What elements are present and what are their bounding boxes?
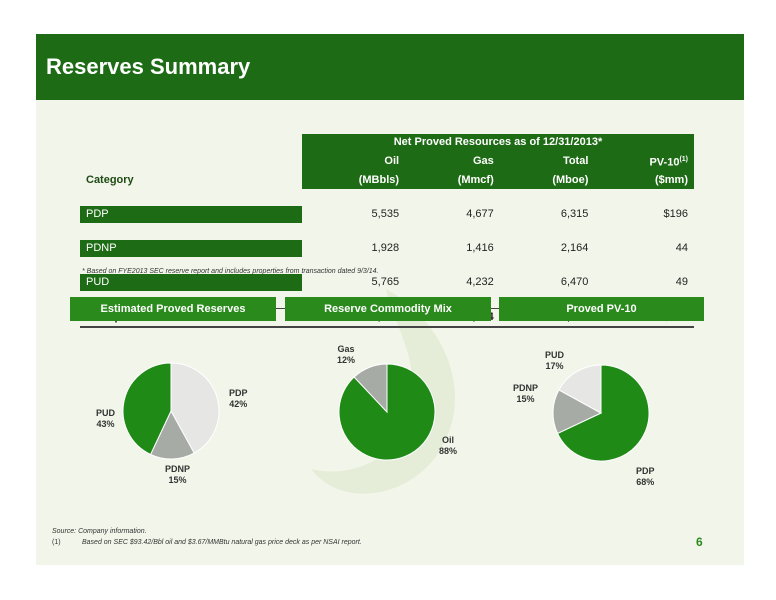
pie-label-pdp: PDP 42% xyxy=(229,388,248,409)
col-pv10-header: PV-10(1) xyxy=(594,151,694,172)
page-number: 6 xyxy=(696,535,703,549)
pie-label-gas: Gas 12% xyxy=(337,344,356,365)
pie-label-pdnp: PDNP 15% xyxy=(165,464,191,485)
col-total-header: Total xyxy=(499,151,595,172)
pie-slice-gas xyxy=(353,363,388,414)
pie-slice-pud xyxy=(558,364,602,414)
section-header-reserve-commodity-mix: Reserve Commodity Mix xyxy=(285,297,491,321)
pie-label-pdnp-pv10: PDNP 15% xyxy=(513,383,539,404)
col-gas-unit: (Mmcf) xyxy=(405,171,500,189)
pie-chart-reserve-commodity-mix xyxy=(338,363,436,461)
table-row: PDNP 1,928 1,416 2,164 44 xyxy=(80,239,694,257)
pie-label-pdp-pv10: PDP 68% xyxy=(636,466,655,487)
section-header-proved-pv10: Proved PV-10 xyxy=(499,297,704,321)
col-oil-unit: (MBbls) xyxy=(302,171,406,189)
table-row: PUD 5,765 4,232 6,470 49 xyxy=(80,273,694,291)
pie-chart-estimated-proved-reserves xyxy=(122,362,220,460)
col-oil-header: Oil xyxy=(302,151,406,172)
table-row: PDP 5,535 4,677 6,315 $196 xyxy=(80,205,694,223)
pie-label-oil: Oil 88% xyxy=(439,435,458,456)
title-bar: Reserves Summary xyxy=(36,34,744,100)
pie-label-pud: PUD 43% xyxy=(96,408,116,429)
page-title: Reserves Summary xyxy=(46,54,251,79)
col-gas-header: Gas xyxy=(405,151,500,172)
section-header-estimated-proved-reserves: Estimated Proved Reserves xyxy=(70,297,276,321)
table-group-header: Net Proved Resources as of 12/31/2013* xyxy=(302,134,694,151)
pie-slice-pdp xyxy=(556,364,650,462)
source-notes: Source: Company information. (1) Based on… xyxy=(52,526,362,548)
slide: Reserves Summary Net Proved Resources as… xyxy=(36,34,744,565)
pie-chart-proved-pv10 xyxy=(552,364,650,462)
pie-slice-pud xyxy=(122,362,172,456)
table-footnote: * Based on FYE2013 SEC reserve report an… xyxy=(82,268,379,275)
col-pv10-unit: ($mm) xyxy=(594,171,694,189)
pie-label-pud-pv10: PUD 17% xyxy=(545,350,565,371)
source-text: Source: Company information. xyxy=(52,528,147,535)
note-1: (1) Based on SEC $93.42/Bbl oil and $3.67… xyxy=(52,539,362,546)
col-total-unit: (Mboe) xyxy=(499,171,595,189)
pie-slice-pdp xyxy=(170,362,220,454)
category-header: Category xyxy=(86,173,134,186)
